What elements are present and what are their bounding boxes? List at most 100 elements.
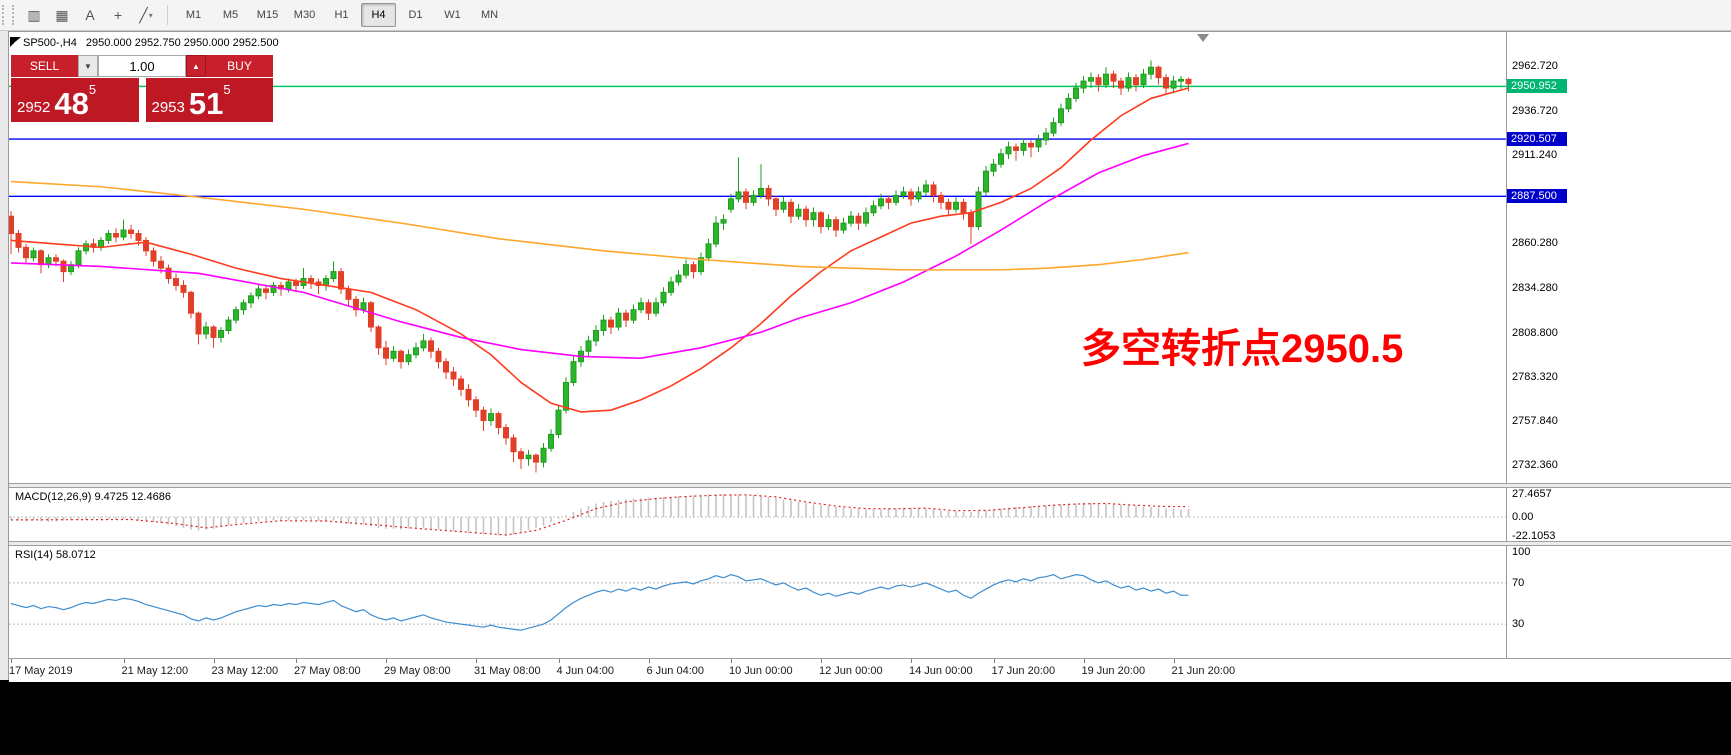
price-tick-label: 2936.720 xyxy=(1512,105,1558,118)
price-tick-label: 2732.360 xyxy=(1512,458,1558,471)
bottom-black-strip xyxy=(0,680,1731,755)
time-tick-label: 27 May 08:00 xyxy=(294,665,361,677)
timeframe-button-m5[interactable]: M5 xyxy=(222,9,239,21)
timeframe-button-h1[interactable]: H1 xyxy=(334,9,349,21)
price-tick-label: 2834.280 xyxy=(1512,282,1558,295)
one-click-trade-panel: SELL ▼ ▲ BUY 2952 48 5 2953 51 5 xyxy=(11,55,273,122)
price-tick-label: 2860.280 xyxy=(1512,237,1558,250)
price-line-label: 2887.500 xyxy=(1507,189,1567,204)
time-tick-label: 17 May 2019 xyxy=(9,665,73,677)
time-tick-label: 21 May 12:00 xyxy=(121,665,189,677)
price-tick-label: 2808.800 xyxy=(1512,326,1558,339)
tile-windows-icon[interactable]: ▦ xyxy=(55,6,69,23)
timeframe-button-m30[interactable]: M30 xyxy=(293,9,316,21)
rsi-pane[interactable] xyxy=(9,546,1506,658)
time-tick-mark xyxy=(821,659,822,663)
macd-pane[interactable] xyxy=(9,488,1506,541)
sell-price-fraction: 5 xyxy=(88,82,97,97)
time-axis[interactable]: 17 May 2019 21 May 12:00 23 May 12:00 27 Ma… xyxy=(9,658,1731,682)
price-tick-label: 2911.240 xyxy=(1512,149,1558,162)
chart-title: SP500-,H4 2950.000 2952.750 2950.000 295… xyxy=(23,37,279,49)
time-tick-mark xyxy=(993,659,995,663)
panel-splitter-2[interactable] xyxy=(9,541,1731,546)
rsi-tick-label: 70 xyxy=(1512,576,1525,589)
chart-corner-marker-icon xyxy=(10,37,21,47)
lot-dropdown-button[interactable]: ▼ xyxy=(78,55,98,77)
buy-price-pips: 51 xyxy=(188,86,224,121)
sell-price-pips: 48 xyxy=(54,86,89,121)
sell-price-display[interactable]: 2952 48 5 xyxy=(11,78,139,122)
text-tool-icon[interactable]: A xyxy=(85,7,95,23)
sell-button[interactable]: SELL xyxy=(11,55,78,77)
buy-price-display[interactable]: 2953 51 5 xyxy=(145,78,273,122)
sell-price-prefix: 2952 xyxy=(17,98,51,116)
crosshair-icon[interactable]: + xyxy=(113,7,123,23)
main-chart-plot[interactable] xyxy=(9,32,1506,483)
ma-mid-line xyxy=(10,142,1189,360)
ma-slow-line xyxy=(10,180,1189,271)
chart-symbol-period: SP500-,H4 xyxy=(23,37,77,49)
toolbar-separator xyxy=(167,5,168,25)
chart-ohlc-values: 2950.000 2952.750 2950.000 2952.500 xyxy=(85,37,279,49)
time-tick-label: 6 Jun 04:00 xyxy=(646,665,705,677)
time-tick-mark xyxy=(476,659,477,663)
buy-button[interactable]: BUY xyxy=(206,55,273,77)
top-toolbar: ▥ ▦ A + ╱ ▾ M1 M5 M15 M30 H1 H4 D1 W1 MN xyxy=(0,0,1731,31)
macd-tick-label: 27.4657 xyxy=(1512,488,1552,500)
time-tick-mark xyxy=(386,659,387,663)
macd-signal-line xyxy=(10,494,1189,536)
time-tick-mark xyxy=(11,659,12,663)
price-line-label: 2920.507 xyxy=(1507,132,1567,147)
chart-shift-marker-icon xyxy=(1197,34,1209,42)
time-tick-label: 31 May 08:00 xyxy=(474,665,541,677)
price-tick-label: 2757.840 xyxy=(1512,414,1558,427)
timeframe-button-d1[interactable]: D1 xyxy=(408,9,423,21)
time-tick-mark xyxy=(123,659,125,663)
time-tick-label: 23 May 12:00 xyxy=(211,665,279,677)
time-tick-label: 12 Jun 00:00 xyxy=(819,665,883,677)
buy-price-fraction: 5 xyxy=(223,82,231,97)
timeframe-button-m15[interactable]: M15 xyxy=(256,9,279,21)
macd-tick-label: 0.00 xyxy=(1512,511,1534,523)
chart-tool-icon[interactable]: ▥ xyxy=(27,6,41,23)
time-tick-label: 17 Jun 20:00 xyxy=(991,665,1056,677)
macd-title: MACD(12,26,9) 9.4725 12.4686 xyxy=(15,491,171,503)
time-tick-label: 10 Jun 00:00 xyxy=(729,665,793,677)
time-tick-mark xyxy=(911,659,912,663)
lot-size-input[interactable] xyxy=(98,55,186,77)
rsi-tick-label: 100 xyxy=(1512,546,1531,558)
price-tick-label: 2962.720 xyxy=(1512,59,1558,72)
chart-annotation-text: 多空转折点2950.5 xyxy=(1081,327,1404,371)
time-tick-mark xyxy=(296,659,297,663)
rsi-line xyxy=(10,574,1189,631)
rsi-axis: 100 70 30 xyxy=(1506,546,1731,658)
timeframe-button-mn[interactable]: MN xyxy=(480,9,499,21)
lot-up-button[interactable]: ▲ xyxy=(186,55,206,77)
buy-price-prefix: 2953 xyxy=(151,98,185,116)
panel-splitter[interactable] xyxy=(9,483,1731,488)
time-tick-mark xyxy=(648,659,650,663)
time-tick-label: 14 Jun 00:00 xyxy=(909,665,973,677)
macd-axis: 27.4657 0.00 -22.1053 xyxy=(1506,488,1731,542)
toolbar-grip[interactable] xyxy=(2,5,8,25)
time-tick-mark xyxy=(213,659,215,663)
macd-tick-label: -22.1053 xyxy=(1512,529,1556,542)
rsi-title: RSI(14) 58.0712 xyxy=(15,549,96,561)
timeframe-button-w1[interactable]: W1 xyxy=(444,9,461,21)
toolbar-grip-2[interactable] xyxy=(12,5,18,25)
timeframe-button-m1[interactable]: M1 xyxy=(185,9,202,21)
time-tick-label: 4 Jun 04:00 xyxy=(556,665,615,677)
chart-window: SP500-,H4 2950.000 2952.750 2950.000 295… xyxy=(8,31,1731,682)
timeframe-button-h4[interactable]: H4 xyxy=(361,3,396,27)
line-studies-icon[interactable]: ╱ ▾ xyxy=(139,6,153,23)
time-tick-mark xyxy=(1083,659,1085,663)
price-tick-label: 2783.320 xyxy=(1512,370,1558,383)
time-tick-mark xyxy=(731,659,732,663)
time-tick-mark xyxy=(558,659,560,663)
ma-fast-line xyxy=(10,87,1189,413)
time-tick-mark xyxy=(1173,659,1175,663)
time-tick-label: 19 Jun 20:00 xyxy=(1081,665,1146,677)
rsi-tick-label: 30 xyxy=(1512,618,1525,631)
time-tick-label: 21 Jun 20:00 xyxy=(1171,665,1236,677)
price-axis[interactable]: 2962.720 2936.720 2911.240 2860.280 2834.280… xyxy=(1506,32,1731,483)
